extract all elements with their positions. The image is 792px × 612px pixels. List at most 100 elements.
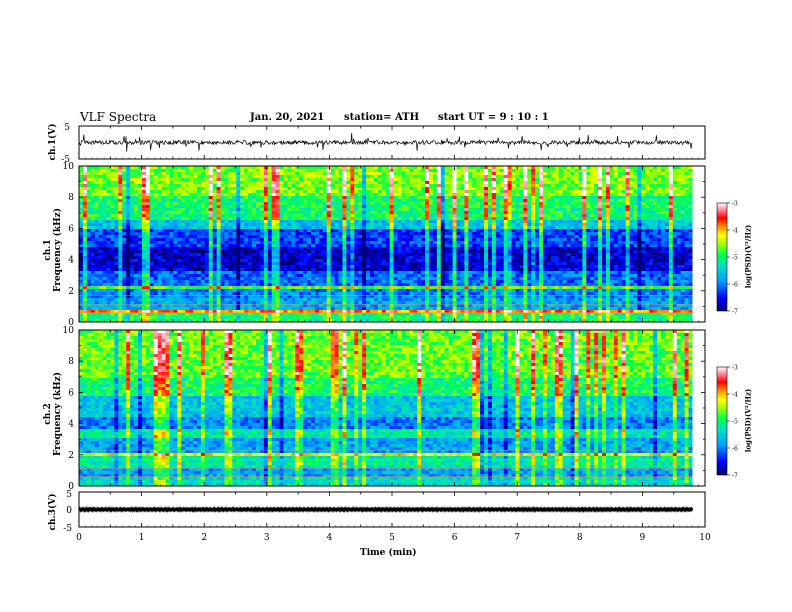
ch1-spectrogram-cell xyxy=(102,199,107,203)
ch1-spectrogram-cell xyxy=(118,235,123,239)
ch1-spectrogram-cell xyxy=(429,202,434,206)
ch1-spectrogram-cell xyxy=(409,211,414,215)
ch1-spectrogram-cell xyxy=(295,247,300,251)
ch1-spectrogram-cell xyxy=(110,244,115,248)
ch1-spectrogram-cell xyxy=(495,244,501,248)
ch1-spectrogram-cell xyxy=(535,187,540,191)
ch1-spectrogram-cell xyxy=(527,190,532,194)
ch1-spectrogram-cell xyxy=(535,166,540,170)
ch1-spectrogram-cell xyxy=(582,223,587,227)
ch1-spectrogram-cell xyxy=(259,178,265,182)
ch1-spectrogram-cell xyxy=(676,190,682,194)
ch1-spectrogram-cell xyxy=(204,178,210,182)
ch1-spectrogram-cell xyxy=(346,259,351,263)
ch1-spectrogram-cell xyxy=(480,208,485,212)
ch1-spectrogram-cell xyxy=(613,220,619,224)
ch1-spectrogram-cell xyxy=(468,175,473,179)
ch1-spectrogram-cell xyxy=(244,214,249,218)
ch1-spectrogram-cell xyxy=(314,217,320,221)
ch1-spectrogram-cell xyxy=(440,202,446,206)
ch1-spectrogram-cell xyxy=(98,172,103,176)
ch1-spectrogram-cell xyxy=(625,205,630,209)
ch1-spectrogram-cell xyxy=(598,205,603,209)
ch1-spectrogram-cell xyxy=(566,250,571,254)
ch1-spectrogram-cell xyxy=(417,232,422,236)
ch1-spectrogram-cell xyxy=(539,202,544,206)
ch1-spectrogram-cell xyxy=(370,169,375,173)
ch1-spectrogram-cell xyxy=(267,256,273,260)
ch1-spectrogram-cell xyxy=(299,199,304,203)
ch1-spectrogram-cell xyxy=(602,223,607,227)
ch1-spectrogram-cell xyxy=(452,196,457,200)
ch1-spectrogram-cell xyxy=(397,259,402,263)
ch1-spectrogram-cell xyxy=(208,208,214,212)
ch1-spectrogram-cell xyxy=(661,202,666,206)
ch1-spectrogram-cell xyxy=(370,172,375,176)
ch1-spectrogram-cell xyxy=(495,253,501,257)
ch1-spectrogram-cell xyxy=(350,256,355,260)
ch1-spectrogram-cell xyxy=(381,220,387,224)
ch1-spectrogram-cell xyxy=(370,235,375,239)
ch1-spectrogram-cell xyxy=(409,181,414,185)
ch1-spectrogram-cell xyxy=(314,178,320,182)
ch1-spectrogram-cell xyxy=(240,220,245,224)
ch1-spectrogram-cell xyxy=(263,184,269,188)
ch1-spectrogram-cell xyxy=(578,238,583,242)
ch1-spectrogram-cell xyxy=(385,229,391,233)
ch1-spectrogram-cell xyxy=(456,241,461,245)
ch1-spectrogram-cell xyxy=(393,181,398,185)
ch1-spectrogram-cell xyxy=(444,211,450,215)
ch1-spectrogram-cell xyxy=(586,235,591,239)
ch1-spectrogram-cell xyxy=(196,220,202,224)
ch1-spectrogram-cell xyxy=(527,256,532,260)
ch1-spectrogram-cell xyxy=(476,250,481,254)
ch1-spectrogram-cell xyxy=(546,220,552,224)
ch1-spectrogram-cell xyxy=(617,196,623,200)
ch1-spectrogram-cell xyxy=(94,241,100,245)
ch1-spectrogram-cell xyxy=(193,208,198,212)
ch1-spectrogram-cell xyxy=(122,178,127,182)
ch1-spectrogram-cell xyxy=(98,253,103,257)
ch1-spectrogram-cell xyxy=(484,181,489,185)
ch1-spectrogram-cell xyxy=(531,226,536,230)
ch1-spectrogram-cell xyxy=(546,238,552,242)
ch1-spectrogram-cell xyxy=(649,199,654,203)
ch1-spectrogram-cell xyxy=(82,190,88,194)
ch1-spectrogram-cell xyxy=(582,193,587,197)
ch1-spectrogram-cell xyxy=(645,235,650,239)
ch1-spectrogram-cell xyxy=(86,250,92,254)
ch1-spectrogram-cell xyxy=(216,247,221,251)
ch1-spectrogram-cell xyxy=(617,190,623,194)
ch1-spectrogram-cell xyxy=(232,241,237,245)
ch1-spectrogram-cell xyxy=(621,220,627,224)
ch1-spectrogram-cell xyxy=(680,238,686,242)
ch1-spectrogram-cell xyxy=(680,232,686,236)
ch1-spectrogram-cell xyxy=(134,217,139,221)
ch1-spectrogram-cell xyxy=(602,190,607,194)
ch1-spectrogram-cell xyxy=(562,250,568,254)
ch1-spectrogram-cell xyxy=(413,235,418,239)
ch1-spectrogram-cell xyxy=(649,214,654,218)
ch1-spectrogram-cell xyxy=(299,232,304,236)
ch1-spectrogram-cell xyxy=(303,256,308,260)
ch1-spectrogram-cell xyxy=(653,181,658,185)
ch1-spectrogram-cell xyxy=(102,220,107,224)
ch1-spectrogram-cell xyxy=(484,196,489,200)
ch1-spectrogram-cell xyxy=(122,256,127,260)
ch1-spectrogram-cell xyxy=(421,232,426,236)
ch1-spectrogram-cell xyxy=(574,193,579,197)
ch1-spectrogram-cell xyxy=(102,226,107,230)
ch1-spectrogram-cell xyxy=(621,196,627,200)
ch1-spectrogram-cell xyxy=(641,229,646,233)
ch1-spectrogram-cell xyxy=(263,247,269,251)
ch1-spectrogram-cell xyxy=(409,184,414,188)
ch1-spectrogram-cell xyxy=(609,223,615,227)
ch1-spectrogram-cell xyxy=(232,229,237,233)
ch1-spectrogram-cell xyxy=(377,199,383,203)
ch1-spectrogram-cell xyxy=(314,187,320,191)
ch1-spectrogram-cell xyxy=(322,226,328,230)
ch1-spectrogram-cell xyxy=(511,250,516,254)
ch1-spectrogram-cell xyxy=(672,199,678,203)
ch1-spectrogram-cell xyxy=(515,235,520,239)
ch1-spectrogram-cell xyxy=(511,214,516,218)
